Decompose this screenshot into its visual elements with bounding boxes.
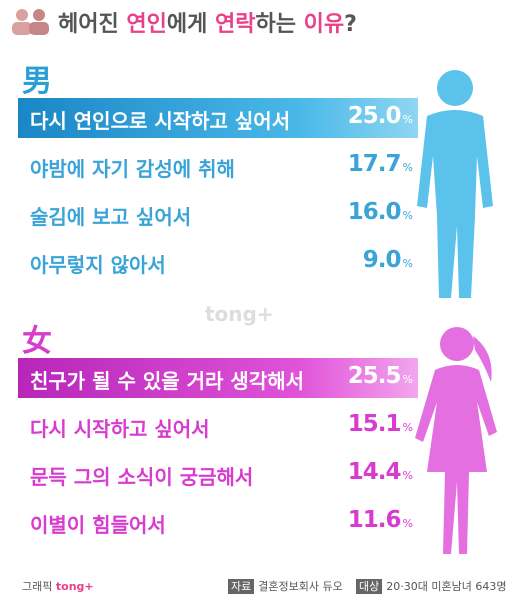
item-label: 야밤에 자기 감성에 취해 (30, 157, 235, 181)
title-part: 에게 (166, 12, 216, 37)
item-label: 문득 그의 소식이 궁금해서 (30, 465, 254, 489)
target-text: 20·30대 미혼남녀 643명 (386, 580, 507, 593)
item-figure: 25.0 (347, 103, 402, 129)
item-figure: 15.1 (347, 411, 402, 437)
item-label: 아무렇지 않아서 (30, 253, 166, 277)
item-figure: 14.4 (347, 459, 402, 485)
item-figure: 16.0 (347, 199, 402, 225)
item-label: 이별이 힘들어서 (30, 513, 166, 537)
title-part: 하는 (255, 12, 304, 37)
item-unit: % (402, 161, 414, 174)
title: 헤어진 연인에게 연락하는 이유? (58, 6, 357, 38)
item-label: 술김에 보고 싶어서 (30, 205, 192, 229)
item-figure: 11.6 (347, 507, 402, 533)
item-unit: % (402, 209, 414, 222)
item-value: 17.7% (347, 151, 414, 177)
section-heading: 女 (22, 324, 52, 359)
item-unit: % (402, 113, 414, 126)
target: 대상 20·30대 미혼남녀 643명 (356, 578, 506, 594)
item-value: 14.4% (347, 459, 414, 485)
item-unit: % (402, 257, 414, 270)
item-unit: % (402, 469, 414, 482)
source-label: 자료 (228, 579, 255, 594)
item-unit: % (402, 421, 414, 434)
title-part: 이유 (303, 12, 345, 37)
title-part: 연인 (126, 12, 167, 37)
female-figure (415, 327, 497, 554)
item-unit: % (402, 517, 414, 530)
item-value: 25.5% (347, 363, 414, 389)
credit: 그래픽 tong+ (22, 578, 94, 594)
credit-label: 그래픽 (22, 580, 53, 593)
male-figure (417, 70, 493, 298)
item-row: 문득 그의 소식이 궁금해서 14.4% (18, 454, 418, 496)
item-value: 9.0% (362, 247, 414, 273)
title-part: 연락 (215, 12, 256, 37)
item-value: 25.0% (347, 103, 414, 129)
item-row: 이별이 힘들어서 11.6% (18, 502, 418, 544)
item-value: 16.0% (347, 199, 414, 225)
item-value: 15.1% (347, 411, 414, 437)
target-label: 대상 (356, 579, 383, 594)
source: 자료 결혼정보회사 듀오 (228, 578, 343, 594)
item-label: 다시 연인으로 시작하고 싶어서 (30, 109, 291, 133)
source-text: 결혼정보회사 듀오 (258, 580, 343, 593)
watermark: tong+ (205, 302, 274, 326)
item-row: 다시 연인으로 시작하고 싶어서 25.0% (18, 98, 418, 140)
people-icon (12, 9, 49, 35)
title-part: ? (344, 12, 357, 37)
item-figure: 17.7 (347, 151, 402, 177)
item-row: 아무렇지 않아서 9.0% (18, 242, 418, 284)
item-value: 11.6% (347, 507, 414, 533)
item-figure: 9.0 (362, 247, 402, 273)
item-figure: 25.5 (347, 363, 402, 389)
item-label: 친구가 될 수 있을 거라 생각해서 (30, 369, 305, 393)
section-heading: 男 (22, 64, 52, 99)
item-row: 야밤에 자기 감성에 취해 17.7% (18, 146, 418, 188)
item-row: 다시 시작하고 싶어서 15.1% (18, 406, 418, 448)
item-label: 다시 시작하고 싶어서 (30, 417, 210, 441)
item-row: 술김에 보고 싶어서 16.0% (18, 194, 418, 236)
credit-name: tong+ (55, 580, 94, 593)
item-row: 친구가 될 수 있을 거라 생각해서 25.5% (18, 358, 418, 400)
item-unit: % (402, 373, 414, 386)
title-part: 헤어진 (58, 12, 127, 37)
